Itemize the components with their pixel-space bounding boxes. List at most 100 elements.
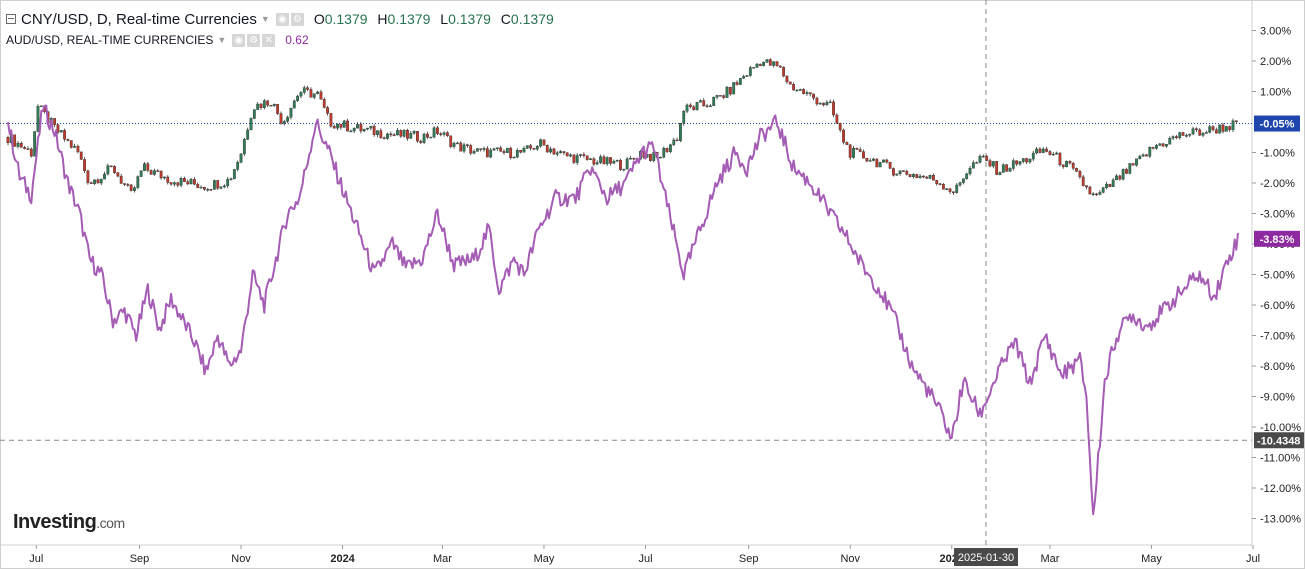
cny-candle-up xyxy=(708,105,712,108)
cny-candle-up xyxy=(16,142,20,147)
cny-candle-up xyxy=(505,147,509,153)
crosshair-date-label: 2025-01-30 xyxy=(958,552,1014,564)
caret-down-icon[interactable]: ▼ xyxy=(217,35,227,45)
cny-candle-up xyxy=(1105,183,1108,188)
cny-candle-up xyxy=(991,161,995,167)
open-value: 0.1379 xyxy=(324,11,368,27)
cny-candle-up xyxy=(965,173,969,179)
cny-candle-up xyxy=(752,67,756,69)
y-tick-label: -10.00% xyxy=(1260,422,1301,434)
cny-candle-up xyxy=(805,92,809,94)
cny-candle-down xyxy=(269,105,273,107)
cny-candle-up xyxy=(396,130,399,136)
cny-candle-up xyxy=(738,78,742,85)
cny-candle-down xyxy=(1228,126,1232,130)
y-tick-label: -8.00% xyxy=(1260,361,1295,373)
cny-candle-up xyxy=(239,153,243,163)
cny-candle-up xyxy=(1065,161,1068,168)
cny-candle-up xyxy=(1231,120,1235,130)
cny-candle-down xyxy=(509,147,513,159)
cny-candle-down xyxy=(1198,129,1202,136)
cny-candle-down xyxy=(1038,148,1042,153)
cny-candle-up xyxy=(512,156,516,159)
cny-candle-up xyxy=(745,75,749,77)
settings-icon[interactable]: ⚙ xyxy=(247,33,261,47)
main-series-title[interactable]: CNY/USD, D, Real-time Currencies xyxy=(21,10,257,28)
cny-candle-up xyxy=(1168,138,1172,145)
settings-icon[interactable]: ⚙ xyxy=(290,12,304,26)
cny-candle-up xyxy=(515,149,519,158)
cny-candle-up xyxy=(685,104,689,112)
cny-candle-up xyxy=(1135,158,1138,166)
cny-candle-up xyxy=(99,178,103,184)
cny-candle-up xyxy=(549,148,552,153)
cny-candle-up xyxy=(366,127,369,130)
cny-candle-down xyxy=(735,82,739,85)
cny-candle-down xyxy=(985,155,989,161)
cny-candle-up xyxy=(828,101,832,104)
cny-candle-down xyxy=(582,154,586,156)
cny-candle-up xyxy=(189,179,193,185)
cny-candle-down xyxy=(812,93,815,99)
cny-candle-up xyxy=(246,129,250,140)
cny-candle-up xyxy=(961,178,965,183)
cny-candle-down xyxy=(815,97,819,105)
cny-candle-down xyxy=(855,147,859,150)
cny-candle-up xyxy=(59,130,63,133)
cny-candle-up xyxy=(1008,168,1012,172)
cny-candle-up xyxy=(1011,160,1015,169)
cny-candle-down xyxy=(838,123,842,131)
cny-candle-down xyxy=(728,86,732,95)
x-tick-label: 2024 xyxy=(330,553,355,565)
cny-candle-up xyxy=(349,130,353,133)
cny-candle-up xyxy=(612,160,616,164)
collapse-legend-icon[interactable] xyxy=(6,14,16,24)
cny-candle-up xyxy=(569,154,572,157)
visibility-icon[interactable]: ◉ xyxy=(275,12,289,26)
cny-candle-up xyxy=(133,187,136,191)
crosshair-value-badge xyxy=(1254,432,1304,449)
cny-candle-up xyxy=(695,102,699,111)
cny-candle-up xyxy=(206,189,210,191)
cny-candle-down xyxy=(1088,186,1092,195)
cny-candle-down xyxy=(416,131,419,142)
y-tick-label: -3.00% xyxy=(1260,209,1295,221)
cny-candle-up xyxy=(742,76,746,79)
cny-candle-up xyxy=(1178,132,1182,139)
ohlc-values: O0.1379 H0.1379 L0.1379 C0.1379 xyxy=(314,11,554,27)
cny-candle-down xyxy=(326,107,329,114)
cny-candle-down xyxy=(902,170,905,172)
cny-candle-down xyxy=(203,187,206,190)
price-badges: -0.05% -3.83% xyxy=(1254,115,1300,247)
y-tick-label: -11.00% xyxy=(1260,453,1300,465)
cny-candle-down xyxy=(675,139,679,142)
cny-candle-up xyxy=(659,156,662,159)
cny-candle-down xyxy=(266,100,270,106)
cny-candle-down xyxy=(465,144,469,146)
caret-down-icon[interactable]: ▼ xyxy=(260,14,270,24)
cny-candle-up xyxy=(422,133,426,143)
cny-candle-up xyxy=(286,117,290,122)
cny-candle-up xyxy=(955,184,959,193)
logo-tld: .com xyxy=(96,515,125,531)
cny-candle-up xyxy=(732,82,736,95)
cny-candle-down xyxy=(602,156,606,165)
cny-candle-up xyxy=(599,156,602,163)
visibility-icon[interactable]: ◉ xyxy=(232,33,246,47)
cny-candle-down xyxy=(436,127,439,134)
cny-candle-up xyxy=(898,170,902,175)
cny-candle-down xyxy=(885,159,889,163)
cny-candle-up xyxy=(249,118,253,131)
cny-candle-down xyxy=(76,145,80,153)
x-tick-label: Jul xyxy=(638,553,652,565)
compare-series-title[interactable]: AUD/USD, REAL-TIME CURRENCIES xyxy=(6,33,214,47)
cny-candle-up xyxy=(772,61,776,66)
cny-candle-down xyxy=(1045,148,1048,152)
cny-candle-up xyxy=(73,145,76,148)
cny-candle-down xyxy=(389,133,393,136)
y-tick-label: -5.00% xyxy=(1260,270,1295,282)
cny-candle-up xyxy=(1188,133,1192,136)
close-icon[interactable]: ✕ xyxy=(262,33,276,47)
